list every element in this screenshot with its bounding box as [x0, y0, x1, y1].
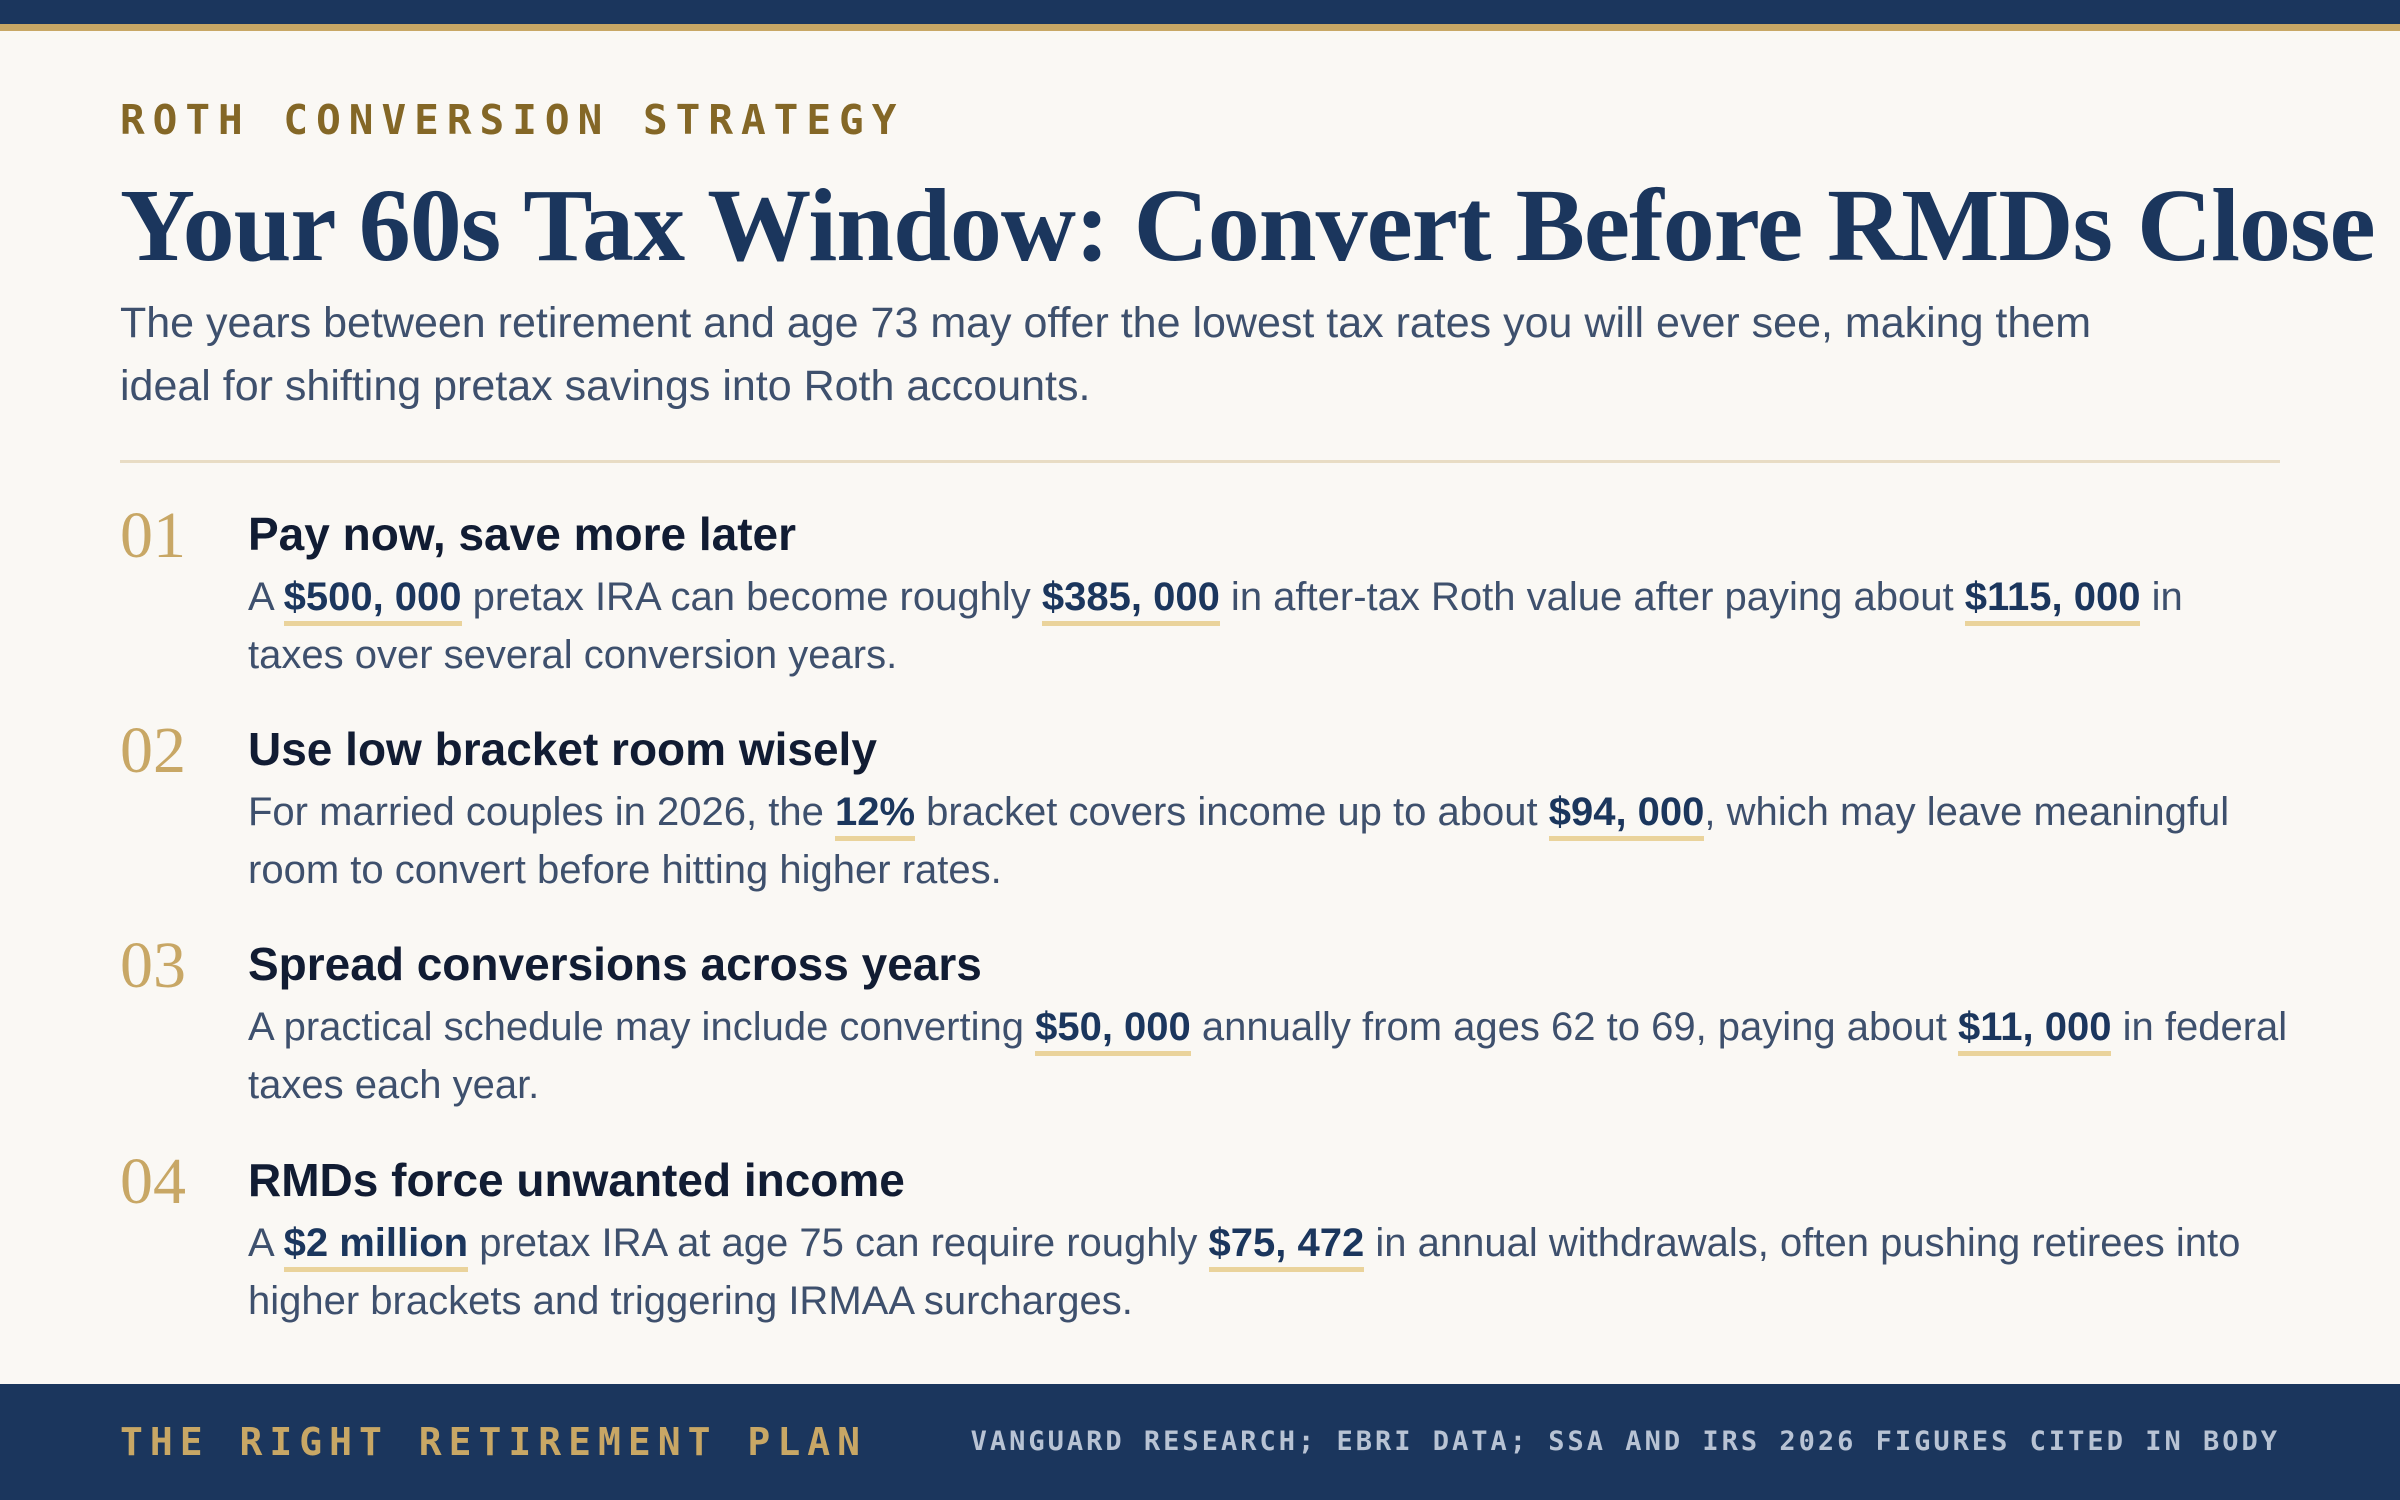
point-heading: Use low bracket room wisely	[248, 723, 877, 775]
body-text: , which may leave meaningful room to con…	[248, 790, 2230, 892]
highlighted-figure: $75, 472	[1208, 1221, 1365, 1272]
body-text: pretax IRA can become roughly	[461, 575, 1042, 619]
point-heading: Pay now, save more later	[248, 508, 797, 560]
body-text: annually from ages 62 to 69, paying abou…	[1190, 1005, 1958, 1049]
point-body: A $2 million pretax IRA at age 75 can re…	[248, 1214, 2288, 1330]
body-text: A	[248, 1221, 284, 1265]
point-body: For married couples in 2026, the 12% bra…	[248, 783, 2288, 899]
top-accent-rule	[0, 24, 2400, 31]
body-text: in after-tax Roth value after paying abo…	[1219, 575, 1965, 619]
highlighted-figure: $11, 000	[1957, 1005, 2112, 1056]
body-text: in annual withdrawals, often pushing ret…	[248, 1221, 2241, 1323]
footer-source-citation: VANGUARD RESEARCH; EBRI DATA; SSA AND IR…	[970, 1426, 2280, 1457]
point-body: A practical schedule may include convert…	[248, 998, 2288, 1114]
highlighted-figure: $94, 000	[1548, 790, 1705, 841]
point-body: A $500, 000 pretax IRA can become roughl…	[248, 568, 2288, 684]
body-text: A practical schedule may include convert…	[248, 1005, 1036, 1049]
highlighted-figure: $385, 000	[1041, 575, 1220, 626]
page-title: Your 60s Tax Window: Convert Before RMDs…	[120, 168, 2400, 283]
top-bar	[0, 0, 2400, 24]
highlighted-figure: $500, 000	[283, 575, 462, 626]
body-text: in taxes over several conversion years.	[248, 575, 2183, 677]
header-divider	[120, 460, 2280, 463]
body-text: bracket covers income up to about	[915, 790, 1549, 834]
point-heading: Spread conversions across years	[248, 938, 982, 990]
highlighted-figure: $50, 000	[1035, 1005, 1191, 1056]
point-heading: RMDs force unwanted income	[248, 1154, 905, 1206]
body-text: For married couples in 2026, the	[248, 790, 835, 834]
point-number: 01	[120, 499, 186, 572]
point-number: 02	[120, 714, 186, 787]
body-text: in federal taxes each year.	[248, 1005, 2288, 1107]
point-number: 04	[120, 1145, 186, 1218]
body-text: A	[248, 575, 284, 619]
footer-bar: THE RIGHT RETIREMENT PLAN VANGUARD RESEA…	[0, 1384, 2400, 1500]
body-text: pretax IRA at age 75 can require roughly	[468, 1221, 1209, 1265]
footer-brand: THE RIGHT RETIREMENT PLAN	[120, 1420, 867, 1464]
highlighted-figure: 12%	[834, 790, 916, 841]
eyebrow-label: ROTH CONVERSION STRATEGY	[120, 96, 905, 144]
page-subtitle: The years between retirement and age 73 …	[120, 299, 2092, 410]
highlighted-figure: $2 million	[283, 1221, 469, 1272]
point-number: 03	[120, 929, 186, 1002]
highlighted-figure: $115, 000	[1964, 575, 2141, 626]
